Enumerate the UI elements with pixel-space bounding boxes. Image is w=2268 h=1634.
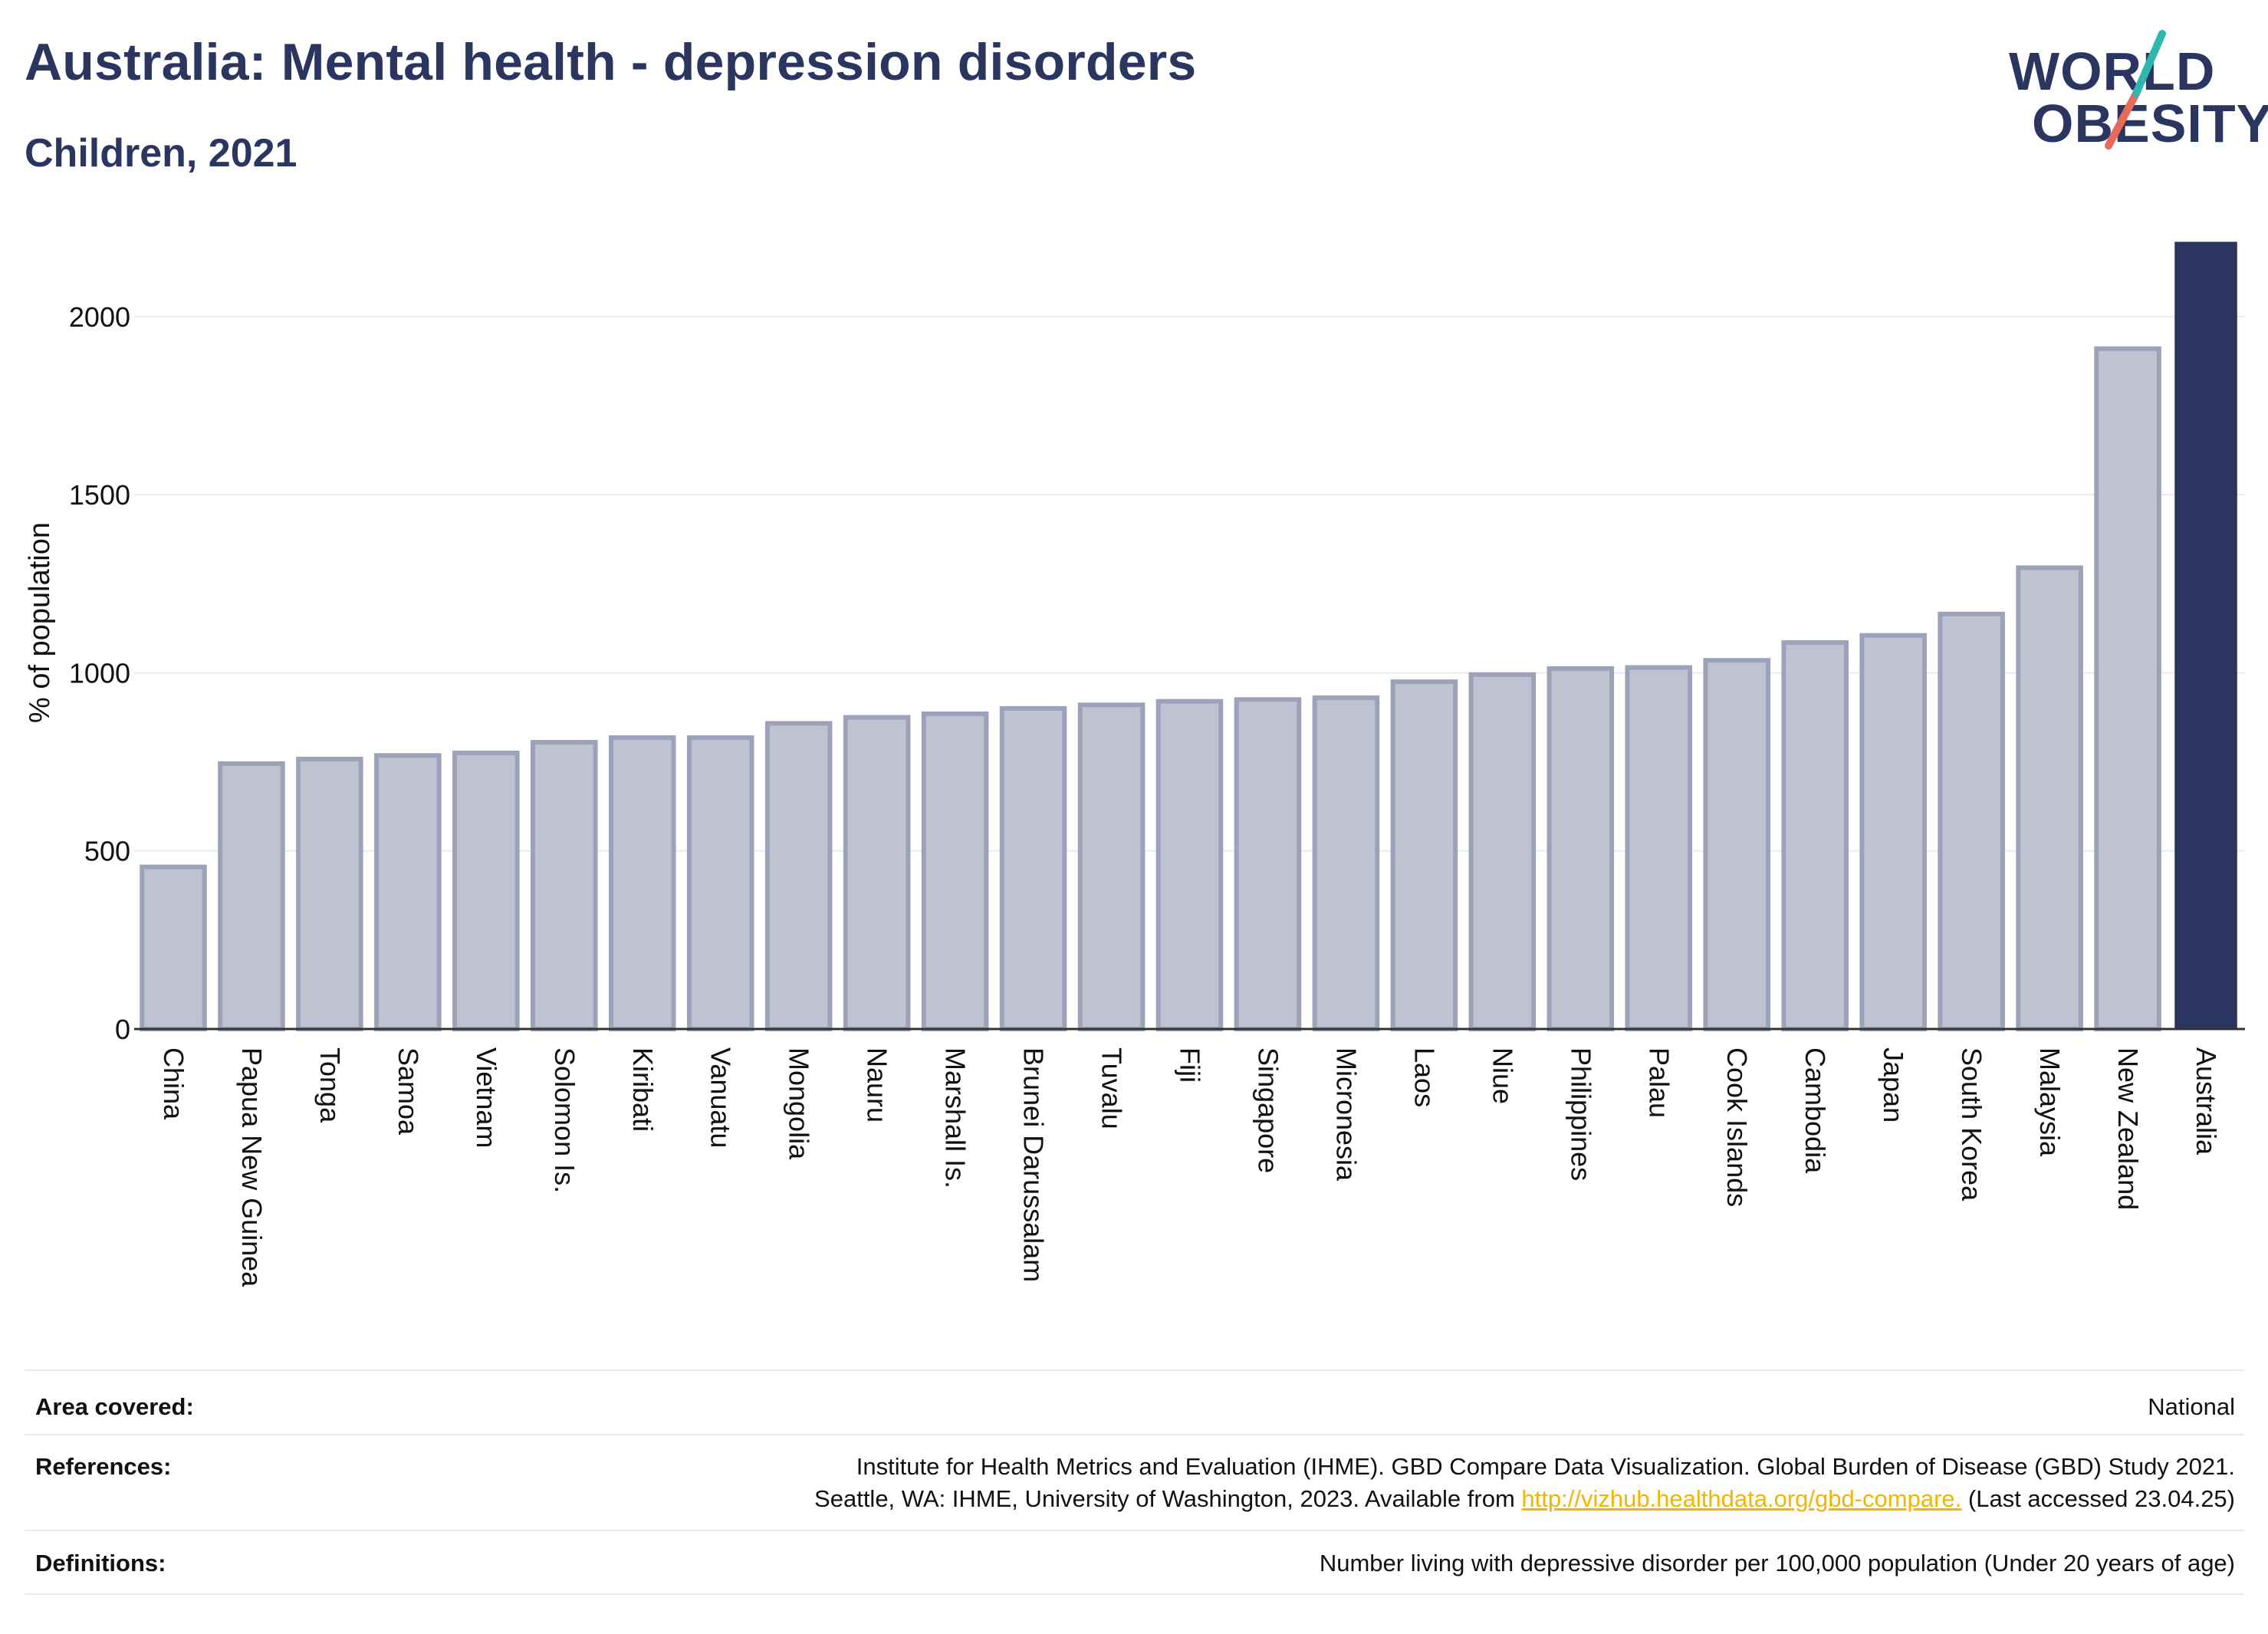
x-tick-label: Vietnam xyxy=(471,1047,502,1148)
bar-nauru xyxy=(843,715,911,1031)
bar-china xyxy=(140,864,207,1032)
x-tick-label: Cambodia xyxy=(1800,1047,1831,1174)
references-label: References: xyxy=(35,1453,172,1480)
y-axis-label: % of population xyxy=(24,522,56,723)
x-tick-label: Singapore xyxy=(1252,1047,1284,1173)
bar-australia xyxy=(2174,242,2237,1030)
x-tick-label: Tonga xyxy=(314,1047,346,1123)
bar-niue xyxy=(1468,672,1537,1031)
chart-title: Australia: Mental health - depression di… xyxy=(25,33,1197,91)
x-tick-label: Australia xyxy=(2191,1047,2222,1156)
bar-brunei-darussalam xyxy=(999,705,1067,1032)
bar-cook-islands xyxy=(1703,658,1771,1031)
bar-kiribati xyxy=(608,735,676,1031)
footer-definitions-row: Definitions: Number living with depressi… xyxy=(25,1547,2244,1578)
x-tick-label: Palau xyxy=(1643,1047,1675,1118)
bar-new-zealand xyxy=(2094,346,2161,1031)
x-tick-label: Laos xyxy=(1408,1047,1440,1107)
x-tick-label: Japan xyxy=(1878,1047,1909,1123)
y-tick-label: 0 xyxy=(115,1014,130,1045)
y-tick-label: 1000 xyxy=(69,657,130,689)
bar-japan xyxy=(1859,633,1927,1031)
definitions-label: Definitions: xyxy=(35,1550,166,1576)
x-tick-label: Brunei Darussalam xyxy=(1018,1047,1050,1282)
footer-divider xyxy=(25,1593,2244,1595)
x-tick-label: Niue xyxy=(1487,1047,1518,1104)
x-tick-label: Philippines xyxy=(1565,1047,1596,1181)
area-covered-label: Area covered: xyxy=(35,1393,194,1420)
references-line-2-pre: Seattle, WA: IHME, University of Washing… xyxy=(814,1484,1522,1512)
bar-fiji xyxy=(1155,699,1224,1031)
x-tick-label: Fiji xyxy=(1175,1047,1206,1083)
x-tick-label: Malaysia xyxy=(2034,1047,2066,1157)
logo-slash-icon xyxy=(2105,30,2166,150)
area-covered-value: National xyxy=(2148,1393,2235,1420)
x-tick-label: New Zealand xyxy=(2112,1047,2144,1210)
bar-singapore xyxy=(1234,697,1302,1032)
y-ticks: 0 500 1000 1500 2000 xyxy=(69,301,130,1045)
references-line-2: Seattle, WA: IHME, University of Washing… xyxy=(814,1483,2235,1515)
bar-malaysia xyxy=(2016,565,2083,1031)
references-link[interactable]: http://vizhub.healthdata.org/gbd-compare… xyxy=(1521,1484,1962,1512)
x-tick-label: Vanuatu xyxy=(705,1047,737,1148)
x-ticks: China Papua New Guinea Tonga Samoa Vietnam So… xyxy=(158,1047,2222,1287)
footer-divider xyxy=(25,1530,2244,1531)
bar-tuvalu xyxy=(1077,702,1146,1031)
bar-samoa xyxy=(374,753,442,1031)
x-tick-label: Samoa xyxy=(393,1047,424,1136)
x-tick-label: Mongolia xyxy=(784,1047,815,1160)
references-value: Institute for Health Metrics and Evaluat… xyxy=(814,1451,2235,1515)
logo-line-2: OBESITY xyxy=(2032,94,2268,153)
bar-philippines xyxy=(1547,666,1615,1031)
logo-line-1: WORLD xyxy=(2009,41,2216,101)
footer-references-row: References: Institute for Health Metrics… xyxy=(25,1451,2244,1520)
bar-micronesia xyxy=(1312,695,1380,1031)
bar-solomon-is xyxy=(531,740,598,1031)
footer-divider xyxy=(25,1434,2244,1435)
y-tick-label: 2000 xyxy=(69,301,130,333)
references-line-2-post: (Last accessed 23.04.25) xyxy=(1961,1484,2235,1512)
bar-chart: 0 500 1000 1500 2000 China Papua New Guinea To… xyxy=(24,242,2245,1287)
definitions-value: Number living with depressive disorder p… xyxy=(1319,1550,2235,1576)
x-tick-label: Solomon Is. xyxy=(549,1047,580,1193)
bar-laos xyxy=(1390,679,1458,1031)
y-tick-label: 1500 xyxy=(69,479,130,511)
x-tick-label: Tuvalu xyxy=(1096,1047,1128,1129)
bar-cambodia xyxy=(1781,639,1849,1032)
chart-subtitle: Children, 2021 xyxy=(25,131,297,176)
x-tick-label: Marshall Is. xyxy=(940,1047,971,1189)
references-line-1: Institute for Health Metrics and Evaluat… xyxy=(856,1453,2235,1480)
bar-marshall-is xyxy=(921,711,989,1031)
bar-vietnam xyxy=(452,750,520,1032)
footer-area-row: Area covered: National xyxy=(25,1391,2244,1422)
bar-vanuatu xyxy=(686,735,754,1031)
x-tick-label: Papua New Guinea xyxy=(236,1047,268,1287)
y-tick-label: 500 xyxy=(84,836,130,867)
x-tick-label: Cook Islands xyxy=(1721,1047,1753,1207)
bar-papua-new-guinea xyxy=(218,761,285,1031)
world-obesity-logo: WORLD OBESITY xyxy=(2001,23,2268,169)
bar-palau xyxy=(1625,665,1693,1032)
bar-south-korea xyxy=(1938,611,2005,1031)
footer-divider xyxy=(25,1369,2244,1371)
x-tick-label: China xyxy=(158,1047,189,1120)
x-tick-label: Micronesia xyxy=(1330,1047,1362,1182)
x-tick-label: Kiribati xyxy=(627,1047,659,1132)
bars xyxy=(134,242,2245,1032)
bar-mongolia xyxy=(764,721,833,1031)
bar-tonga xyxy=(296,756,363,1032)
x-tick-label: Nauru xyxy=(862,1047,893,1123)
x-tick-label: South Korea xyxy=(1956,1047,1987,1202)
